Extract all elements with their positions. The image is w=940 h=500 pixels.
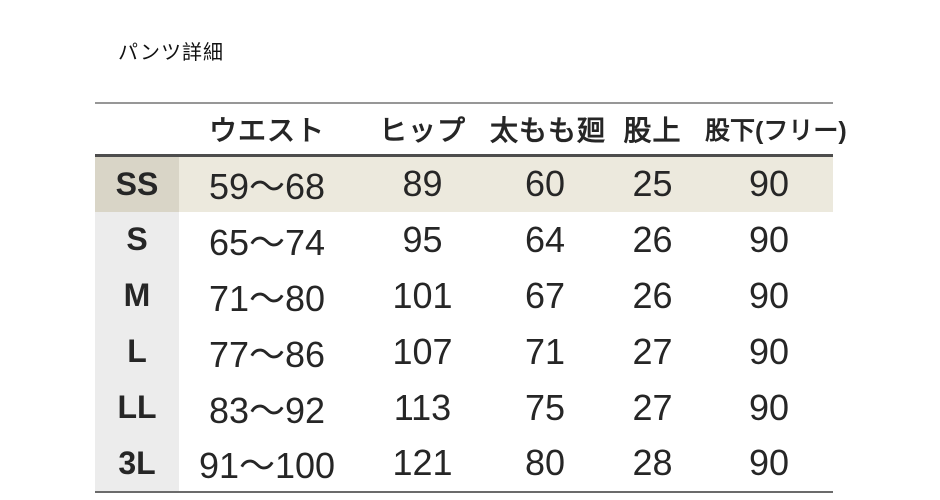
size-cell: L: [95, 323, 179, 380]
table-row-l: L 77〜86 107 71 27 90: [95, 323, 833, 380]
table-row-ll: LL 83〜92 113 75 27 90: [95, 379, 833, 436]
size-cell: LL: [95, 379, 179, 436]
table-row-s: S 65〜74 95 64 26 90: [95, 211, 833, 268]
column-header-hip: ヒップ: [355, 102, 490, 157]
pants-size-table: ウエスト ヒップ 太もも廻 股上 股下(フリー) SS 59〜68 89 60 …: [95, 102, 847, 493]
waist-cell: 77〜86: [179, 323, 355, 380]
waist-cell: 71〜80: [179, 267, 355, 324]
size-cell: SS: [95, 155, 179, 212]
inseam-cell: 90: [705, 211, 833, 268]
waist-cell: 65〜74: [179, 211, 355, 268]
hip-cell: 113: [355, 379, 490, 436]
column-header-inseam: 股下(フリー): [705, 102, 847, 157]
column-header-size: [95, 102, 179, 157]
rise-cell: 25: [600, 155, 705, 212]
size-cell: M: [95, 267, 179, 324]
size-cell: 3L: [95, 435, 179, 493]
table-row-3l: 3L 91〜100 121 80 28 90: [95, 435, 833, 493]
thigh-cell: 80: [490, 435, 600, 493]
hip-cell: 121: [355, 435, 490, 493]
inseam-cell: 90: [705, 379, 833, 436]
thigh-cell: 64: [490, 211, 600, 268]
column-header-thigh: 太もも廻: [490, 102, 605, 157]
rise-cell: 26: [600, 267, 705, 324]
table-header: ウエスト ヒップ 太もも廻 股上 股下(フリー): [95, 102, 847, 157]
page-title: パンツ詳細: [118, 42, 224, 64]
thigh-cell: 71: [490, 323, 600, 380]
rise-cell: 27: [600, 379, 705, 436]
hip-cell: 95: [355, 211, 490, 268]
header-row: ウエスト ヒップ 太もも廻 股上 股下(フリー): [95, 102, 847, 157]
column-header-rise: 股上: [600, 102, 705, 157]
table-body: SS 59〜68 89 60 25 90 S 65〜74 95 64 26 90…: [95, 155, 833, 493]
waist-cell: 83〜92: [179, 379, 355, 436]
table-row-ss: SS 59〜68 89 60 25 90: [95, 155, 833, 212]
hip-cell: 89: [355, 155, 490, 212]
rise-cell: 26: [600, 211, 705, 268]
waist-cell: 91〜100: [179, 435, 355, 493]
inseam-cell: 90: [705, 435, 833, 493]
size-cell: S: [95, 211, 179, 268]
rise-cell: 28: [600, 435, 705, 493]
column-header-waist: ウエスト: [179, 102, 355, 157]
thigh-cell: 75: [490, 379, 600, 436]
inseam-cell: 90: [705, 155, 833, 212]
thigh-cell: 60: [490, 155, 600, 212]
hip-cell: 101: [355, 267, 490, 324]
table-row-m: M 71〜80 101 67 26 90: [95, 267, 833, 324]
rise-cell: 27: [600, 323, 705, 380]
thigh-cell: 67: [490, 267, 600, 324]
waist-cell: 59〜68: [179, 155, 355, 212]
hip-cell: 107: [355, 323, 490, 380]
inseam-cell: 90: [705, 323, 833, 380]
inseam-cell: 90: [705, 267, 833, 324]
